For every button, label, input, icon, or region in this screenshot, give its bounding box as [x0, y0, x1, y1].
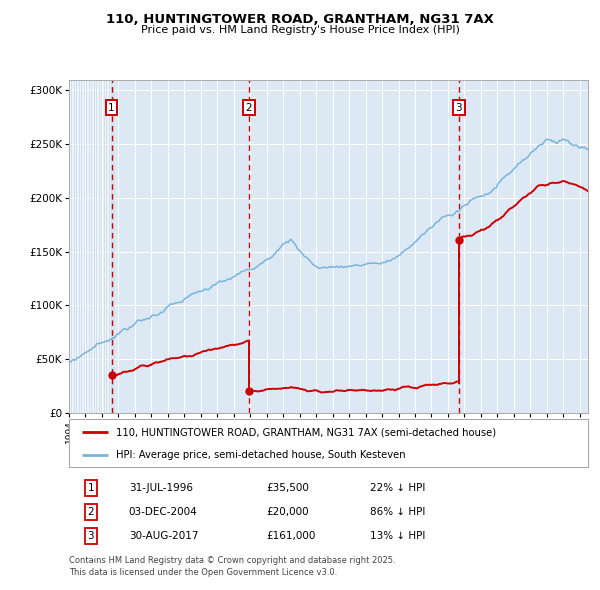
Text: £20,000: £20,000 — [266, 507, 309, 517]
Text: 1: 1 — [88, 483, 94, 493]
Text: Price paid vs. HM Land Registry's House Price Index (HPI): Price paid vs. HM Land Registry's House … — [140, 25, 460, 35]
Text: 2: 2 — [88, 507, 94, 517]
Text: 31-JUL-1996: 31-JUL-1996 — [128, 483, 193, 493]
Text: 3: 3 — [88, 531, 94, 540]
Text: 86% ↓ HPI: 86% ↓ HPI — [370, 507, 425, 517]
Text: 13% ↓ HPI: 13% ↓ HPI — [370, 531, 425, 540]
Text: 22% ↓ HPI: 22% ↓ HPI — [370, 483, 425, 493]
Text: 110, HUNTINGTOWER ROAD, GRANTHAM, NG31 7AX (semi-detached house): 110, HUNTINGTOWER ROAD, GRANTHAM, NG31 7… — [116, 427, 496, 437]
Text: £161,000: £161,000 — [266, 531, 316, 540]
Text: 30-AUG-2017: 30-AUG-2017 — [128, 531, 198, 540]
Text: £35,500: £35,500 — [266, 483, 309, 493]
Text: 110, HUNTINGTOWER ROAD, GRANTHAM, NG31 7AX: 110, HUNTINGTOWER ROAD, GRANTHAM, NG31 7… — [106, 13, 494, 26]
Text: 2: 2 — [245, 103, 252, 113]
Text: HPI: Average price, semi-detached house, South Kesteven: HPI: Average price, semi-detached house,… — [116, 450, 406, 460]
Text: 3: 3 — [455, 103, 462, 113]
Text: 03-DEC-2004: 03-DEC-2004 — [128, 507, 197, 517]
Bar — [69, 80, 112, 413]
Text: 1: 1 — [108, 103, 115, 113]
Text: Contains HM Land Registry data © Crown copyright and database right 2025.
This d: Contains HM Land Registry data © Crown c… — [69, 556, 395, 576]
